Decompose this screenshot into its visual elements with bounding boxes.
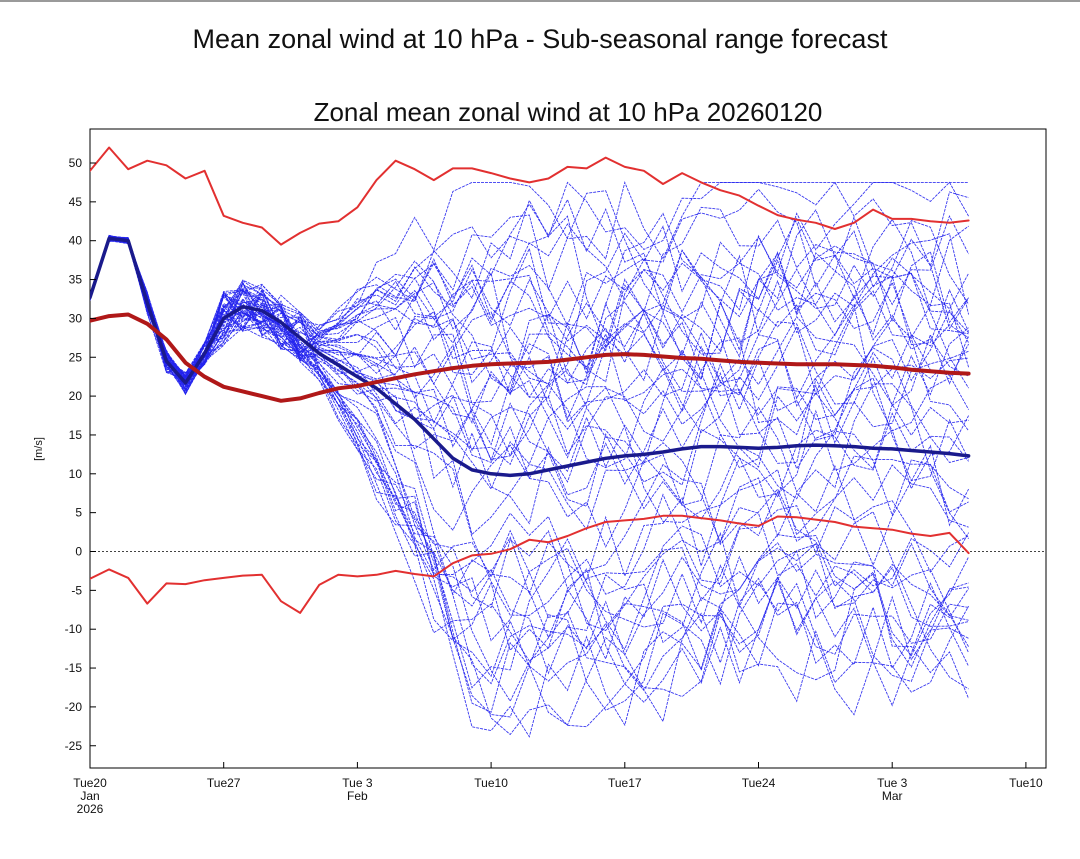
ensemble-member-line <box>90 235 969 464</box>
y-tick-label: 10 <box>69 467 83 481</box>
ensemble-member-line <box>90 239 969 609</box>
ensemble-member-line <box>90 181 969 385</box>
y-tick-label: 50 <box>69 156 83 170</box>
x-tick-sublabel: Jan <box>80 789 99 803</box>
ensemble-member-line <box>90 180 969 379</box>
ensemble-member-line <box>90 237 970 525</box>
ensemble-member-line <box>90 237 969 389</box>
x-tick-sublabel: 2026 <box>77 802 104 816</box>
ensemble-member-line <box>90 235 969 690</box>
x-tick-label: Tue 3 <box>342 776 373 790</box>
ensemble-member-line <box>90 235 969 505</box>
axes: -25 -20 -15 -10 -5 0 5 10 15 20 25 30 35 40 45 50 Tue20J… <box>65 156 1043 816</box>
y-tick-label: -10 <box>65 622 83 636</box>
y-tick-label: 35 <box>69 273 83 287</box>
x-tick-sublabel: Mar <box>882 789 903 803</box>
ensemble-member-line <box>90 236 969 433</box>
ensemble-member-line <box>90 240 969 736</box>
ensemble-member-line <box>90 236 969 457</box>
x-tick-label: Tue17 <box>608 776 642 790</box>
ensemble-member-line <box>90 238 969 689</box>
ensemble-member-line <box>90 238 970 738</box>
climatology-min-line <box>90 514 970 614</box>
ensemble-member-line <box>90 206 969 379</box>
y-tick-label: 30 <box>69 311 83 325</box>
ensemble-member-line <box>90 235 969 470</box>
page-title: Mean zonal wind at 10 hPa - Sub-seasonal… <box>192 24 888 54</box>
ensemble-member-line <box>90 212 969 379</box>
x-tick-label: Tue 3 <box>877 776 908 790</box>
ensemble-mean-line <box>90 236 971 478</box>
ensemble-member-line <box>90 240 969 675</box>
ensemble-member-line <box>90 214 970 379</box>
x-tick-sublabel: Feb <box>347 789 368 803</box>
ensemble-member-line <box>90 236 969 632</box>
x-tick-label: Tue27 <box>207 776 241 790</box>
ensemble-member-line <box>90 234 969 539</box>
y-tick-label: 15 <box>69 428 83 442</box>
chart-title: Zonal mean zonal wind at 10 hPa 20260120 <box>314 97 823 127</box>
x-tick-label: Tue20 <box>73 776 107 790</box>
ensemble-member-line <box>90 237 970 416</box>
ensemble-member-line <box>90 239 969 726</box>
x-tick-label: Tue10 <box>1009 776 1043 790</box>
y-tick-label: -5 <box>71 583 82 597</box>
y-tick-label: -20 <box>65 700 83 714</box>
ensemble-member-line <box>90 236 969 523</box>
y-tick-label: 45 <box>69 195 83 209</box>
y-tick-label: -15 <box>65 661 83 675</box>
y-tick-label: 25 <box>69 350 83 364</box>
ensemble-member-line <box>90 239 969 685</box>
ensemble-member-line <box>90 235 969 596</box>
x-tick-label: Tue24 <box>742 776 776 790</box>
ensemble-member-line <box>90 181 969 374</box>
ensemble-member-line <box>90 239 969 483</box>
x-tick-label: Tue10 <box>474 776 508 790</box>
y-tick-label: 40 <box>69 234 83 248</box>
ensemble-members <box>90 180 970 738</box>
climatology-mean-line <box>90 312 971 403</box>
y-axis-label: [m/s] <box>33 437 45 461</box>
y-tick-label: 5 <box>75 506 82 520</box>
climatology-max-line <box>90 146 970 246</box>
ensemble-member-line <box>90 236 969 536</box>
y-tick-label: -25 <box>65 739 83 753</box>
y-tick-label: 20 <box>69 389 83 403</box>
ensemble-member-line <box>90 234 969 703</box>
ensemble-member-line <box>90 236 969 430</box>
top-divider <box>0 0 1080 2</box>
ensemble-member-line <box>90 239 970 681</box>
ensemble-member-line <box>90 235 969 469</box>
ensemble-member-line <box>90 236 969 616</box>
y-tick-label: 0 <box>75 545 82 559</box>
ensemble-member-line <box>90 190 969 381</box>
summary-lines <box>90 146 1046 614</box>
